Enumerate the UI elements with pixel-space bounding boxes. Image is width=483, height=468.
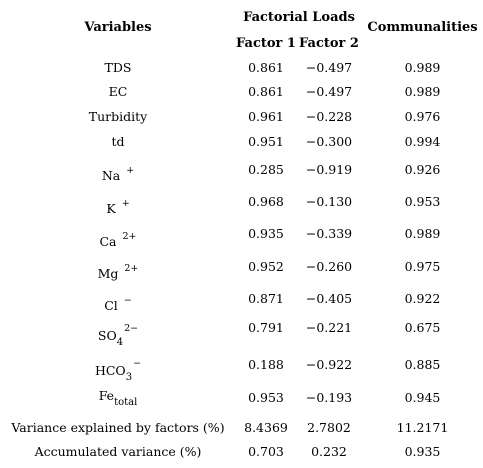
row-communality-mg: 0.975 xyxy=(404,259,441,274)
row-variable-so4: SO42− xyxy=(0,321,236,348)
summary-factor2-variance: 2.7802 xyxy=(307,420,351,435)
row-factor1-ec: 0.861 xyxy=(248,84,284,99)
row-variable-mg: Mg 2+ xyxy=(0,261,236,281)
variable-name: Turbidity xyxy=(88,109,148,124)
row-factor2-k: −0.130 xyxy=(305,194,353,209)
row-factor2-so4: −0.221 xyxy=(305,320,353,335)
variable-superscript: + xyxy=(126,165,135,176)
row-factor1-hco3: 0.188 xyxy=(248,357,284,372)
summary-factor1-variance: 8.4369 xyxy=(244,420,288,435)
summary-factor1-accumulated: 0.703 xyxy=(248,444,284,459)
row-factor1-na: 0.285 xyxy=(248,162,284,177)
row-variable-turbidity: Turbidity xyxy=(0,109,236,125)
header-factor-1: Factor 1 xyxy=(236,36,296,51)
variable-name: Cl xyxy=(104,298,118,313)
variable-subscript: 3 xyxy=(125,372,133,383)
row-variable-fe-total: Fetotal xyxy=(0,388,236,408)
variable-name: K xyxy=(106,201,116,216)
variable-name: HCO xyxy=(94,363,126,378)
variable-name: td xyxy=(111,134,125,149)
row-variable-ec: EC xyxy=(0,84,236,100)
variable-name: Ca xyxy=(99,234,117,249)
row-factor2-ca: −0.339 xyxy=(305,226,353,241)
row-communality-so4: 0.675 xyxy=(404,320,441,335)
row-variable-td: td xyxy=(0,134,236,150)
variable-name: SO xyxy=(97,328,117,343)
variable-name: Fe xyxy=(98,388,115,403)
row-communality-ca: 0.989 xyxy=(404,226,441,241)
summary-communality-accumulated: 0.935 xyxy=(404,444,441,459)
row-factor2-mg: −0.260 xyxy=(305,259,353,274)
row-factor1-ca: 0.935 xyxy=(248,226,284,241)
row-factor2-turbidity: −0.228 xyxy=(305,109,353,124)
variable-superscript: 2+ xyxy=(124,263,139,274)
variable-subscript: 4 xyxy=(116,337,124,348)
row-communality-td: 0.994 xyxy=(404,134,441,149)
header-factorial-loads: Factorial Loads xyxy=(243,10,355,25)
row-communality-na: 0.926 xyxy=(404,162,441,177)
row-variable-k: K + xyxy=(0,196,236,216)
variable-superscript: + xyxy=(121,198,130,209)
variable-superscript: 2+ xyxy=(122,231,137,242)
row-factor2-td: −0.300 xyxy=(305,134,353,149)
row-communality-hco3: 0.885 xyxy=(404,357,441,372)
row-factor1-turbidity: 0.961 xyxy=(248,109,284,124)
summary-label-accumulated: Accumulated variance (%) xyxy=(34,444,202,459)
variable-name: TDS xyxy=(104,60,132,75)
header-communalities: Communalities xyxy=(367,20,478,35)
variable-superscript: − xyxy=(123,295,132,306)
row-variable-tds: TDS xyxy=(0,60,236,76)
row-variable-hco3: HCO3− xyxy=(0,356,236,383)
row-factor1-mg: 0.952 xyxy=(248,259,284,274)
summary-factor2-accumulated: 0.232 xyxy=(311,444,347,459)
row-communality-turbidity: 0.976 xyxy=(404,109,441,124)
row-factor2-tds: −0.497 xyxy=(305,60,353,75)
header-variables: Variables xyxy=(84,20,152,35)
summary-communality-variance: 11.2171 xyxy=(396,420,449,435)
variable-name: EC xyxy=(108,84,128,99)
row-communality-cl: 0.922 xyxy=(404,291,441,306)
row-communality-fe-total: 0.945 xyxy=(404,390,441,405)
row-variable-na: Na + xyxy=(0,163,236,183)
row-factor2-fe-total: −0.193 xyxy=(305,390,353,405)
row-factor1-so4: 0.791 xyxy=(248,320,284,335)
row-factor2-cl: −0.405 xyxy=(305,291,353,306)
row-factor2-na: −0.919 xyxy=(305,162,353,177)
row-factor2-hco3: −0.922 xyxy=(305,357,353,372)
row-variable-ca: Ca 2+ xyxy=(0,229,236,249)
row-factor1-td: 0.951 xyxy=(248,134,284,149)
row-factor1-k: 0.968 xyxy=(248,194,284,209)
variable-name: Mg xyxy=(97,266,119,281)
variable-superscript: − xyxy=(133,358,142,369)
row-variable-cl: Cl − xyxy=(0,293,236,313)
row-factor1-fe-total: 0.953 xyxy=(248,390,284,405)
row-factor2-ec: −0.497 xyxy=(305,84,353,99)
row-factor1-tds: 0.861 xyxy=(248,60,284,75)
summary-label-variance: Variance explained by factors (%) xyxy=(11,420,225,435)
variable-subscript: total xyxy=(114,397,138,408)
row-communality-ec: 0.989 xyxy=(404,84,441,99)
row-communality-tds: 0.989 xyxy=(404,60,441,75)
variable-name: Na xyxy=(101,168,121,183)
variable-superscript: 2− xyxy=(124,323,139,334)
row-factor1-cl: 0.871 xyxy=(248,291,284,306)
row-communality-k: 0.953 xyxy=(404,194,441,209)
header-factor-2: Factor 2 xyxy=(299,36,359,51)
